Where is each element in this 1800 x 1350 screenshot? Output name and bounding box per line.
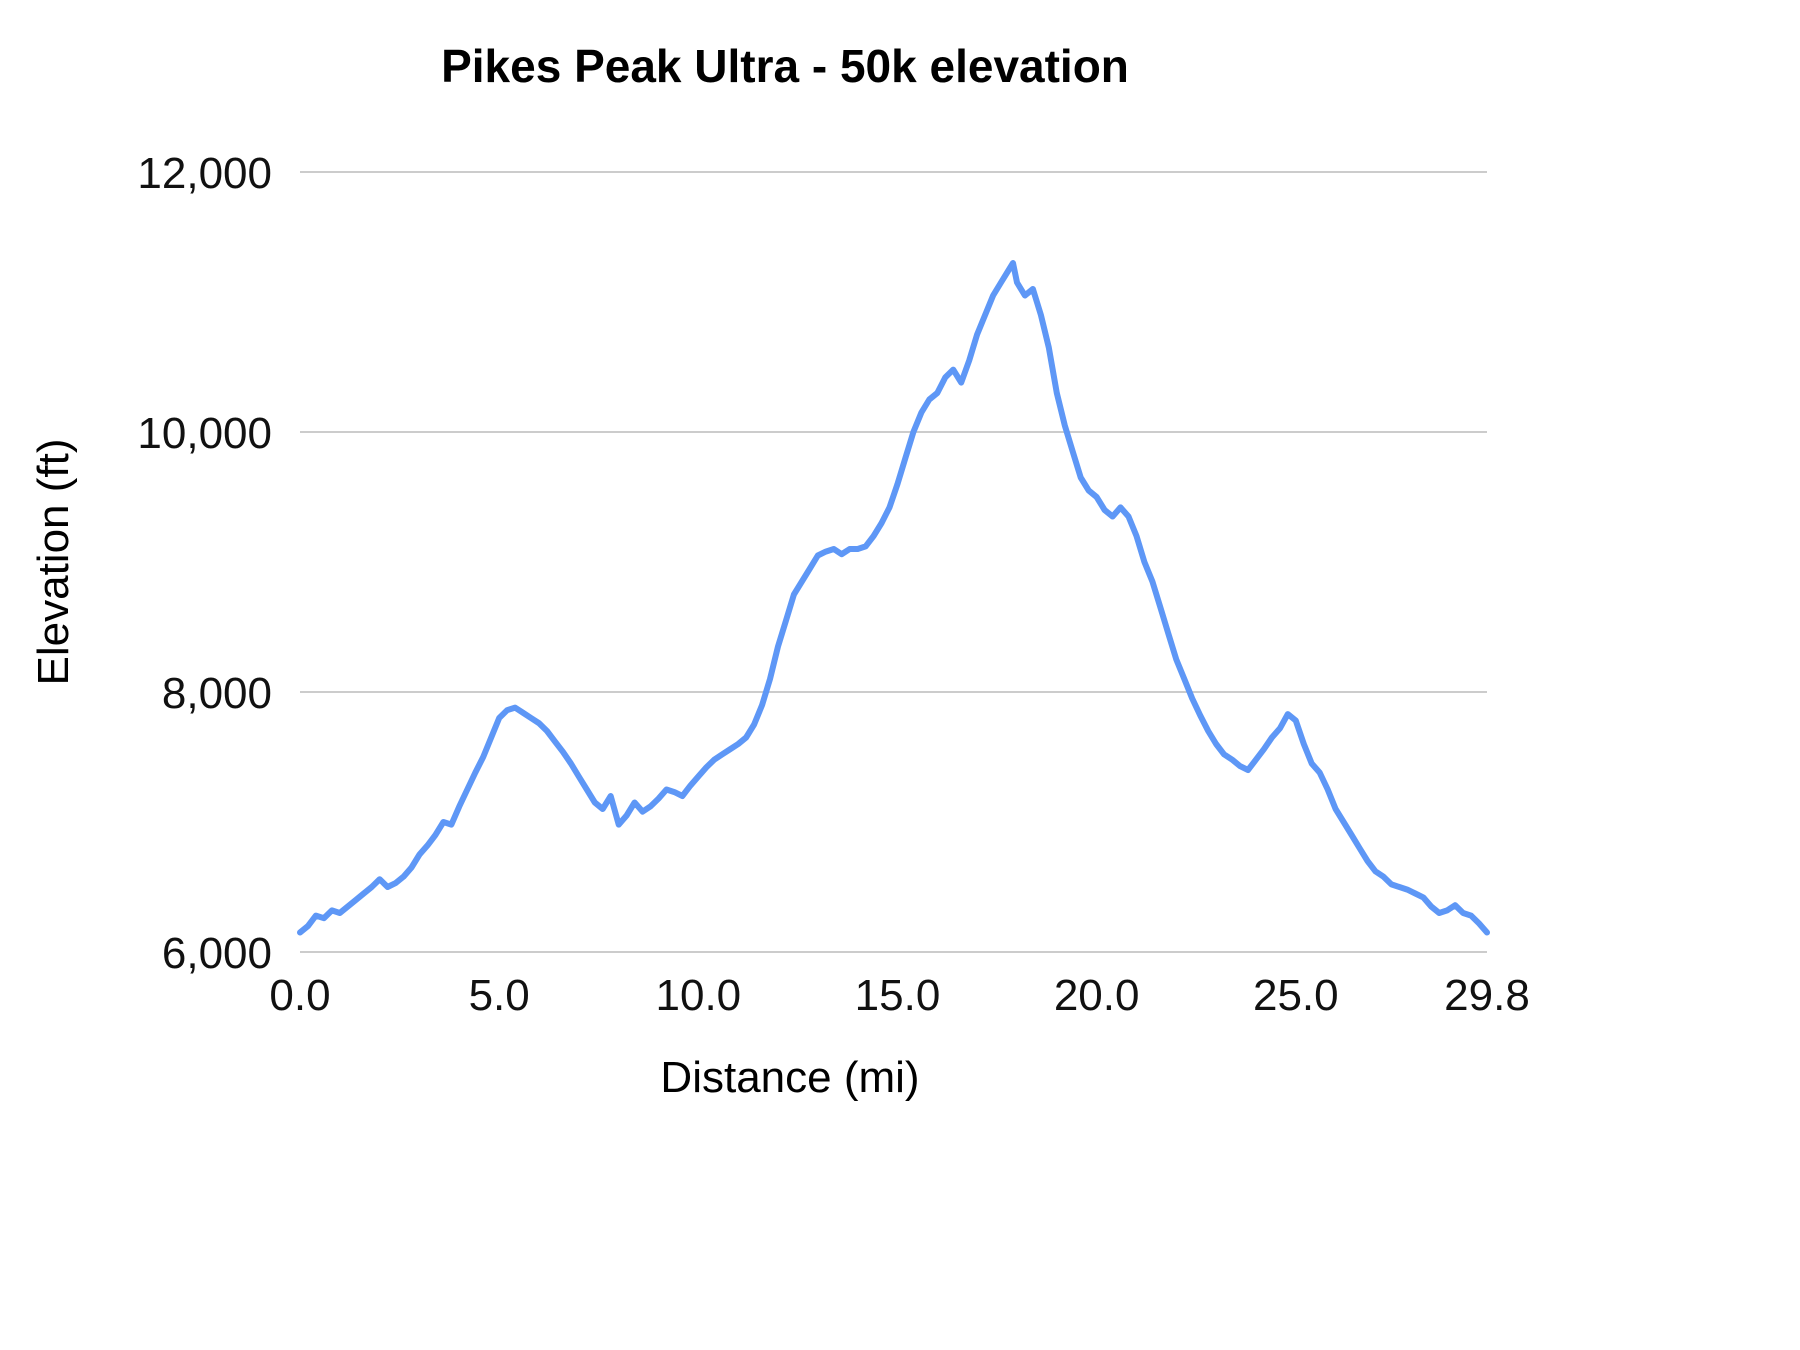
chart-title: Pikes Peak Ultra - 50k elevation bbox=[441, 40, 1129, 92]
x-tick-label: 5.0 bbox=[469, 971, 530, 1020]
x-tick-label: 15.0 bbox=[855, 971, 941, 1020]
y-tick-label: 6,000 bbox=[162, 929, 272, 978]
y-axis-tick-labels: 6,000 8,000 10,000 12,000 bbox=[137, 149, 272, 978]
gridlines bbox=[300, 171, 1487, 953]
x-tick-label: 29.8 bbox=[1444, 971, 1530, 1020]
x-axis-title: Distance (mi) bbox=[660, 1053, 919, 1102]
y-axis-title: Elevation (ft) bbox=[29, 439, 78, 686]
y-tick-label: 12,000 bbox=[137, 149, 272, 198]
y-tick-label: 10,000 bbox=[137, 409, 272, 458]
x-axis-tick-labels: 0.0 5.0 10.0 15.0 20.0 25.0 29.8 bbox=[269, 971, 1529, 1020]
x-tick-label: 20.0 bbox=[1054, 971, 1140, 1020]
y-tick-label: 8,000 bbox=[162, 669, 272, 718]
x-tick-label: 0.0 bbox=[269, 971, 330, 1020]
elevation-line bbox=[297, 260, 1490, 936]
x-tick-label: 10.0 bbox=[656, 971, 742, 1020]
x-tick-label: 25.0 bbox=[1253, 971, 1339, 1020]
